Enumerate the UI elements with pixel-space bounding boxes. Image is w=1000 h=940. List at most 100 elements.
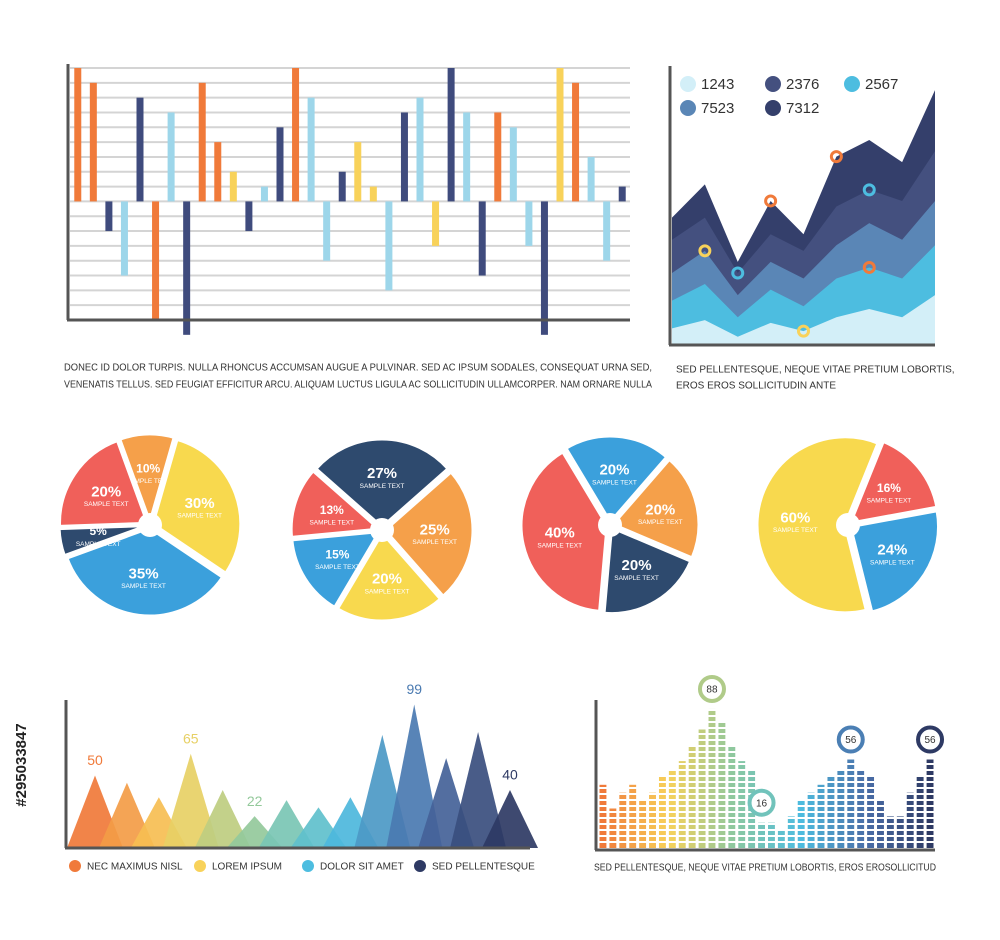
- bar: [292, 68, 300, 202]
- caption: EROS EROS SOLLICITUDIN ANTE: [676, 381, 836, 392]
- bar: [540, 201, 548, 335]
- triangle: [386, 704, 443, 848]
- slice-label: 13%: [320, 503, 344, 517]
- caption: VENENATIS TELLUS. SED FEUGIAT EFFICITUR …: [64, 380, 652, 391]
- bar: [509, 127, 517, 202]
- slice-text: SAMPLE TEXT: [412, 539, 457, 546]
- slice-text: SAMPLE TEXT: [121, 583, 166, 590]
- point-marker: [862, 260, 876, 274]
- bar: [276, 127, 284, 202]
- point-marker: [731, 266, 745, 280]
- column: [807, 792, 815, 848]
- column: [817, 784, 825, 848]
- column: [926, 759, 934, 848]
- slice-label: 25%: [420, 521, 450, 538]
- triangle: [482, 790, 538, 848]
- bar: [354, 142, 362, 202]
- pie-hole: [370, 518, 394, 542]
- triangle: [450, 732, 507, 848]
- bar: [432, 201, 440, 246]
- column: [906, 792, 914, 848]
- slice-text: SAMPLE TEXT: [309, 519, 354, 526]
- pie-slice: [290, 529, 383, 610]
- point-marker: [698, 244, 712, 258]
- pie-slice: [610, 457, 701, 560]
- bar: [525, 201, 533, 246]
- bar: [229, 171, 237, 202]
- column: [629, 784, 637, 848]
- bar: [618, 186, 626, 202]
- pie-slice: [335, 530, 443, 623]
- column: [886, 816, 894, 848]
- bar: [245, 201, 253, 232]
- legend-label: SED PELLENTESQUE: [432, 862, 535, 873]
- legend-swatch: [194, 860, 206, 872]
- column: [728, 745, 736, 848]
- bar: [447, 68, 455, 202]
- bar: [260, 186, 268, 202]
- bar: [323, 201, 331, 261]
- column: [708, 708, 716, 848]
- bar: [105, 201, 113, 232]
- slice-text: SAMPLE TEXT: [592, 479, 637, 486]
- legend-label: NEC MAXIMUS NISL: [87, 862, 183, 873]
- slice-text: SAMPLE TEXT: [537, 542, 582, 549]
- slice-label: 24%: [877, 542, 907, 559]
- slice-text: SAMPLE TEXT: [360, 483, 405, 490]
- legend-swatch: [680, 76, 696, 92]
- peak-label: 99: [406, 681, 422, 697]
- column: [837, 769, 845, 848]
- bar: [338, 171, 346, 202]
- value-label: 56: [845, 735, 857, 746]
- caption: SED PELLENTESQUE, NEQUE VITAE PRETIUM LO…: [594, 863, 936, 874]
- slice-label: 27%: [367, 465, 397, 482]
- column: [668, 769, 676, 848]
- area: [672, 295, 935, 345]
- slice-label: 10%: [136, 461, 160, 475]
- bar: [183, 201, 191, 335]
- pie-hole: [138, 513, 162, 537]
- pie-slice: [847, 439, 939, 526]
- slice-label: 5%: [89, 524, 107, 538]
- pie-slice: [755, 435, 880, 615]
- slice-text: SAMPLE TEXT: [870, 559, 915, 566]
- pie-slice: [65, 526, 225, 618]
- slice-label: 20%: [645, 501, 675, 518]
- bar: [603, 201, 611, 261]
- bar: [572, 82, 580, 202]
- column: [847, 759, 855, 848]
- bar: [385, 201, 393, 291]
- legend-swatch: [680, 100, 696, 116]
- bar: [89, 82, 97, 202]
- slice-text: SAMPLE TEXT: [867, 497, 912, 504]
- pie-slice: [289, 468, 383, 539]
- slice-label: 20%: [622, 557, 652, 574]
- column: [777, 829, 785, 848]
- legend-swatch: [765, 100, 781, 116]
- legend-label: 7312: [786, 100, 819, 117]
- point-marker: [829, 150, 843, 164]
- value-label: 16: [756, 798, 768, 809]
- legend-swatch: [69, 860, 81, 872]
- slice-label: 30%: [185, 495, 215, 512]
- pie-hole: [836, 513, 860, 537]
- bar: [152, 201, 160, 320]
- stock-id: #295033847: [13, 723, 30, 806]
- column: [857, 769, 865, 848]
- bar: [478, 201, 486, 276]
- column: [787, 816, 795, 848]
- legend-label: 2567: [865, 76, 898, 93]
- slice-label: 60%: [780, 509, 810, 526]
- slice-label: 40%: [545, 525, 575, 542]
- column: [896, 816, 904, 848]
- column: [619, 792, 627, 848]
- caption: SED PELLENTESQUE, NEQUE VITAE PRETIUM LO…: [676, 365, 955, 376]
- bar: [74, 68, 82, 202]
- point-marker: [797, 324, 810, 338]
- bar: [556, 68, 564, 202]
- bar: [214, 142, 222, 202]
- bar: [167, 112, 175, 202]
- slice-text: SAMPLE TEXT: [365, 588, 410, 595]
